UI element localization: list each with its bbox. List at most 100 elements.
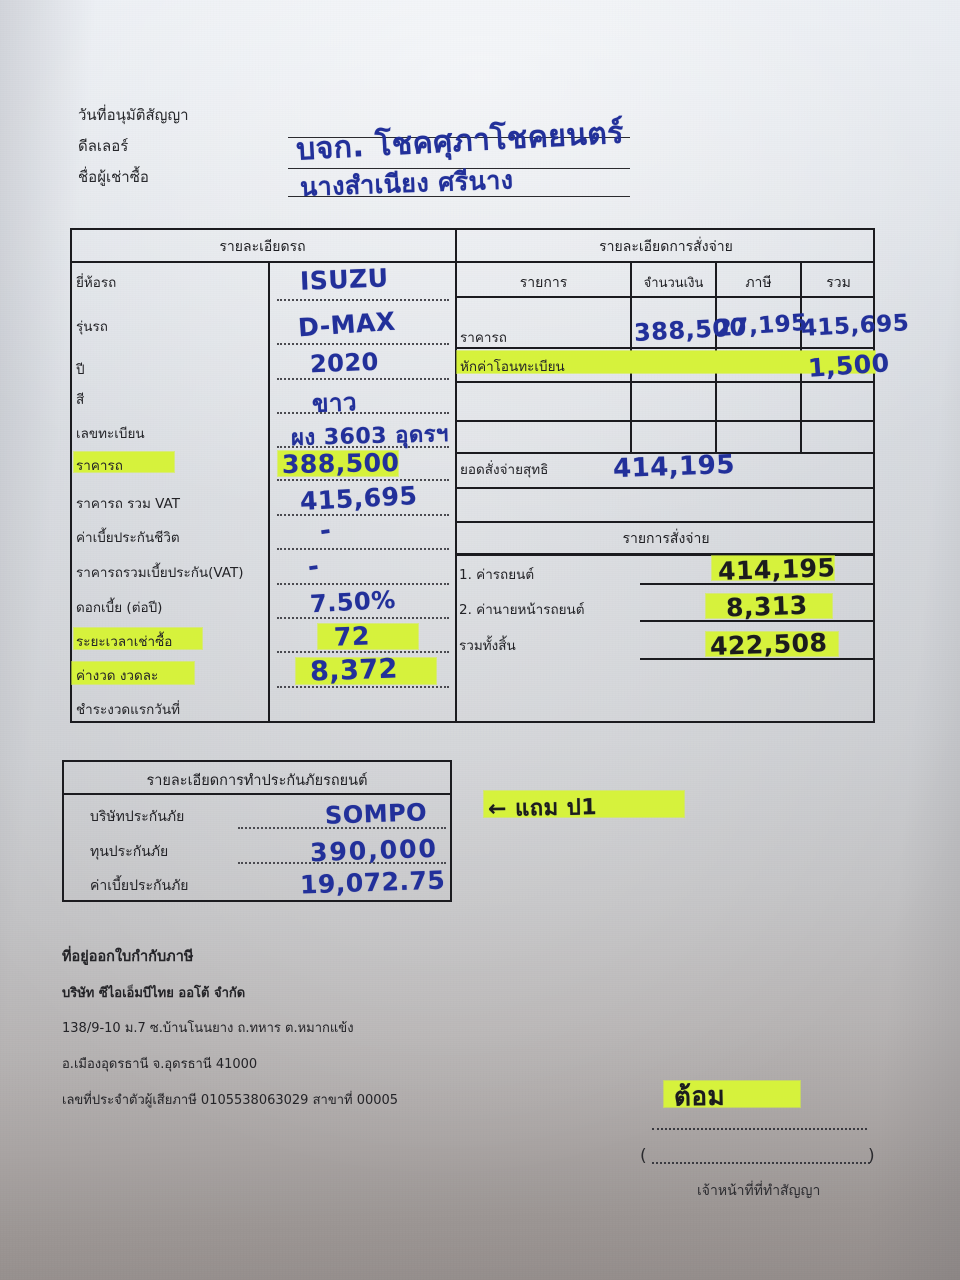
signature-annotation: ต้อม	[673, 1081, 726, 1113]
car-row-value-price-vat: 415,695	[299, 480, 419, 517]
car-dotrule-model	[277, 343, 449, 345]
disbursement-rule-car	[640, 583, 875, 585]
tax-address-line-4: เลขที่ประจำตัวผู้เสียภาษี 0105538063029 …	[62, 1093, 399, 1108]
payment-header-rule	[455, 296, 875, 298]
car-row-label-model: รุ่นรถ	[76, 319, 108, 335]
car-row-value-interest: 7.50%	[309, 585, 397, 619]
payment-row-rule-2	[455, 381, 875, 383]
highlight-car-price-value	[278, 451, 398, 476]
car-row-label-price: ราคารถ	[76, 458, 123, 474]
header-label-approval-date: วันที่อนุมัติสัญญา	[78, 106, 189, 124]
disbursement-value-grandtotal: 422,508	[709, 627, 828, 662]
highlight-installment-value	[296, 658, 436, 684]
highlight-insurance-note	[484, 791, 684, 817]
car-row-value-color: ขาว	[311, 388, 358, 418]
header-rule-lessee-bottom	[288, 196, 630, 197]
header-rule-lessee	[288, 168, 630, 169]
car-dotrule-color	[277, 412, 449, 414]
disbursement-rule-commission	[640, 620, 875, 622]
insurance-value-sum-insured: 390,000	[309, 833, 439, 868]
car-table-title: รายละเอียดรถ	[219, 239, 306, 255]
insurance-table	[62, 760, 452, 902]
car-row-label-price-vat: ราคารถ รวม VAT	[76, 496, 180, 512]
highlight-term-label	[74, 628, 202, 649]
car-dotrule-life-premium	[277, 548, 449, 550]
car-row-value-brand: ISUZU	[299, 263, 390, 296]
car-dotrule-price-with-premium	[277, 583, 449, 585]
payment-col-header-amount: จำนวนเงิน	[643, 276, 704, 291]
highlight-disbursement-commission	[706, 594, 832, 618]
header-label-lessee-name: ชื่อผู้เช่าซื้อ	[78, 168, 149, 186]
payment-net-value: 414,195	[612, 449, 736, 485]
tax-address-line-3: อ.เมืองอุดรธานี จ.อุดรธานี 41000	[62, 1057, 258, 1072]
car-row-value-year: 2020	[309, 347, 380, 379]
disbursement-title-rule-top	[455, 521, 875, 523]
main-table-center-divider	[455, 228, 457, 723]
car-dotrule-price-vat	[277, 514, 449, 516]
insurance-table-title: รายละเอียดการทำประกันภัยรถยนต์	[146, 773, 368, 789]
insurance-note: ← แถม ป1	[487, 795, 598, 822]
insurance-label-premium: ค่าเบี้ยประกันภัย	[90, 878, 189, 894]
car-dotrule-installment	[277, 686, 449, 688]
highlight-disbursement-grandtotal	[706, 632, 838, 656]
insurance-title-rule	[62, 793, 452, 795]
signature-paren-close: )	[868, 1146, 875, 1166]
car-row-value-price: 388,500	[281, 447, 400, 480]
payment-net-rule-bottom	[455, 487, 875, 489]
highlight-installment-label	[72, 662, 194, 684]
tax-address-title: ที่อยู่ออกใบกำกับภาษี	[62, 949, 194, 965]
payment-net-label: ยอดสั่งจ่ายสุทธิ	[460, 462, 549, 478]
tax-address-line-2: 138/9-10 ม.7 ซ.บ้านโนนยาง ถ.ทหาร ต.หมากแ…	[62, 1021, 354, 1036]
header-rule-dealer	[288, 137, 630, 138]
insurance-dotrule-company	[238, 827, 446, 829]
payment-col-header-item: รายการ	[519, 275, 568, 291]
car-row-label-color: สี	[76, 392, 85, 408]
disbursement-value-car: 414,195	[717, 552, 836, 587]
car-row-value-term: 72	[333, 621, 371, 652]
disbursement-title-rule-bottom	[455, 553, 875, 556]
car-row-value-installment: 8,372	[309, 653, 399, 688]
payment-row-item-transfer-fee: หักค่าโอนทะเบียน	[460, 359, 565, 375]
car-table-label-value-divider	[268, 261, 270, 723]
insurance-value-company: SOMPO	[324, 798, 428, 830]
tax-address-line-1: บริษัท ซีไอเอ็มบีไทย ออโต้ จำกัด	[62, 986, 246, 1001]
car-row-label-first-due-date: ชำระงวดแรกวันที่	[76, 702, 181, 718]
insurance-value-premium: 19,072.75	[299, 865, 446, 900]
highlight-deduction-row	[457, 351, 875, 373]
signature-line	[652, 1128, 867, 1130]
signature-caption: เจ้าหน้าที่ที่ทำสัญญา	[697, 1183, 821, 1199]
car-dotrule-year	[277, 378, 449, 380]
payment-table-title: รายละเอียดการสั่งจ่าย	[599, 239, 733, 255]
highlight-term-value	[318, 624, 418, 649]
disbursement-value-commission: 8,313	[725, 590, 809, 623]
payment-row-rule-1	[455, 347, 875, 349]
main-table	[70, 228, 875, 723]
car-row-label-interest: ดอกเบี้ย (ต่อปี)	[76, 600, 163, 616]
highlight-disbursement-car	[712, 556, 834, 580]
payment-row-rule-4	[455, 452, 875, 454]
signature-name-line	[652, 1162, 870, 1164]
payment-col-header-total: รวม	[826, 275, 851, 291]
highlight-car-price-label	[74, 452, 174, 472]
payment-row-rule-3	[455, 420, 875, 422]
car-dotrule-interest	[277, 617, 449, 619]
main-table-title-rule	[70, 261, 875, 263]
car-row-label-year: ปี	[76, 362, 85, 378]
payment-row-total-transfer-fee: 1,500	[807, 348, 891, 383]
car-row-label-term: ระยะเวลาเช่าซื้อ	[76, 634, 173, 650]
car-row-label-life-premium: ค่าเบี้ยประกันชีวิต	[76, 530, 180, 546]
disbursement-title: รายการสั่งจ่าย	[622, 531, 710, 547]
car-dotrule-term	[277, 651, 449, 653]
car-row-label-installment: ค่างวด งวดละ	[76, 668, 159, 684]
disbursement-label-commission: 2. ค่านายหน้ารถยนต์	[459, 602, 585, 618]
car-dotrule-plate	[277, 446, 449, 448]
signature-paren-open: (	[640, 1146, 647, 1166]
car-dotrule-brand	[277, 299, 449, 301]
disbursement-rule-grandtotal	[640, 658, 875, 660]
car-row-label-plate: เลขทะเบียน	[76, 426, 145, 442]
car-row-label-brand: ยี่ห้อรถ	[76, 275, 117, 291]
car-row-label-price-with-premium: ราคารถรวมเบี้ยประกัน(VAT)	[76, 565, 244, 581]
payment-row-total-car-price: 415,695	[800, 310, 910, 342]
insurance-label-company: บริษัทประกันภัย	[90, 809, 185, 825]
